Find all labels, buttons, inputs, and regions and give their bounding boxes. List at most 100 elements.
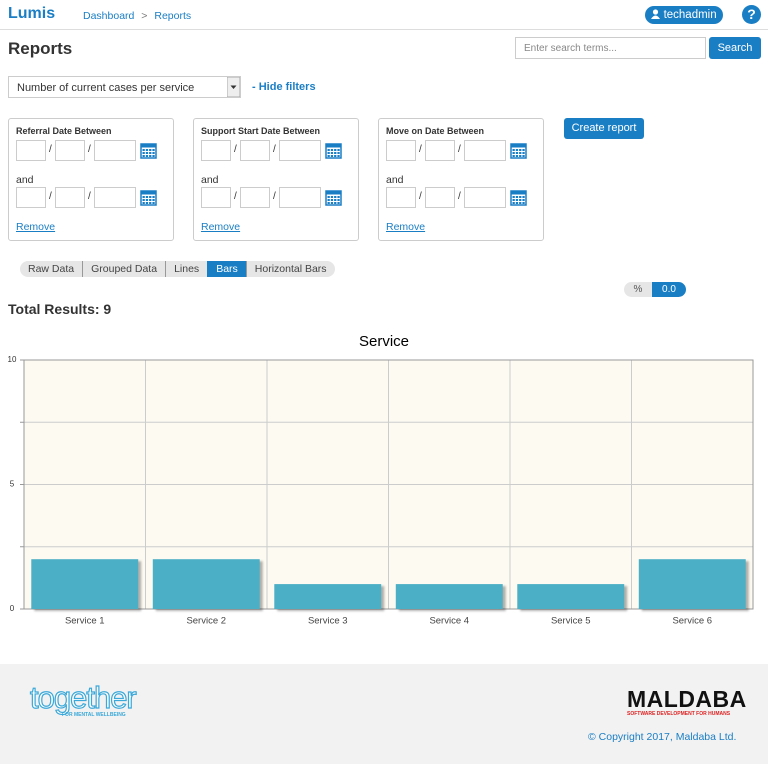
date-input[interactable] [464,187,506,208]
calendar-cell [142,149,145,151]
date-separator: / [49,191,52,202]
filter-box [378,118,544,241]
total-results: Total Results: 9 [8,301,111,317]
calendar-cell [330,202,334,204]
date-input[interactable] [94,140,136,161]
calendar-icon[interactable] [510,142,527,159]
filter-label: Support Start Date Between [201,126,321,136]
calendar-cell [152,149,155,151]
calendar-cell [515,155,519,157]
calendar-cell [327,149,330,151]
date-separator: / [273,144,276,155]
calendar-cell [519,202,522,204]
toggle-percent[interactable]: % [624,282,652,297]
total-results-value: 9 [103,301,112,317]
calendar-cell [337,149,340,151]
create-report-button[interactable]: Create report [564,118,644,139]
calendar-cell [152,199,155,201]
date-input[interactable] [201,187,231,208]
calendar-icon[interactable] [140,142,157,159]
calendar-cell [337,202,340,204]
view-tab[interactable]: Grouped Data [82,261,165,277]
view-tab[interactable]: Raw Data [28,263,75,275]
view-tabs: Raw Data Grouped Data Lines Bars Horizontal … [20,261,335,277]
y-tick-label: 5 [10,480,15,489]
filter-and: and [201,174,219,186]
together-logo: together [29,679,137,715]
date-input[interactable] [16,187,46,208]
calendar-icon[interactable] [510,189,527,206]
calendar-cell [142,155,145,157]
hide-filters[interactable]: - Hide filters [252,81,316,93]
view-tab[interactable]: Horizontal Bars [245,261,335,277]
calendar-cell [515,196,519,198]
toggle: % 0.0 [624,282,686,297]
date-input[interactable] [94,187,136,208]
help-button[interactable]: ? [742,5,761,24]
filter-remove[interactable]: Remove [386,221,426,233]
calendar-cell [145,155,149,157]
date-input[interactable] [240,187,270,208]
breadcrumb-link[interactable]: Dashboard [83,10,135,22]
y-tick-label: 10 [8,355,17,364]
date-separator: / [419,191,422,202]
view-tab[interactable]: Bars [207,261,246,277]
calendar-icon[interactable] [325,142,342,159]
calendar-cell [330,199,334,201]
calendar-cell [149,202,152,204]
calendar-cell [334,196,337,198]
date-input[interactable] [240,140,270,161]
filter-box [8,118,174,241]
bar [31,559,139,609]
date-input[interactable] [425,140,455,161]
date-input[interactable] [386,140,416,161]
date-input[interactable] [201,140,231,161]
user-menu[interactable]: techadmin [645,6,723,24]
toggle-value[interactable]: 0.0 [652,282,686,297]
date-input[interactable] [55,140,85,161]
date-separator: / [88,191,91,202]
report-select-value: Number of current cases per service [17,82,195,94]
calendar-cell [519,155,522,157]
brand[interactable]: Lumis [8,5,56,22]
filter-remove[interactable]: Remove [201,221,241,233]
calendar-cell [522,199,525,201]
view-tab[interactable]: Lines [165,261,207,277]
breadcrumb-separator: > [141,10,148,22]
together-tagline: FOR MENTAL WELLBEING [62,712,126,718]
search-button[interactable]: Search [709,37,761,59]
calendar-cell [142,199,145,201]
report-select[interactable]: Number of current cases per service [8,76,241,98]
date-input[interactable] [425,187,455,208]
breadcrumb-current[interactable]: Reports [154,10,192,22]
calendar-icon[interactable] [140,189,157,206]
calendar-cell [337,196,340,198]
date-separator: / [88,144,91,155]
x-tick-label: Service 6 [672,616,712,627]
maldaba-logo: MALDABA [627,686,747,712]
calendar-cell [337,199,340,201]
search-input[interactable]: Enter search terms... [515,37,706,59]
calendar-cell [515,149,519,151]
calendar-cell [512,196,515,198]
calendar-cell [327,202,330,204]
bar [274,584,382,609]
date-input[interactable] [386,187,416,208]
filter-and: and [16,174,34,186]
calendar-cell [327,152,330,154]
date-input[interactable] [279,187,321,208]
filter-remove[interactable]: Remove [16,221,56,233]
date-separator: / [49,144,52,155]
date-input[interactable] [279,140,321,161]
calendar-top [511,144,526,148]
calendar-cell [512,149,515,151]
calendar-cell [512,202,515,204]
date-separator: / [458,191,461,202]
date-input[interactable] [16,140,46,161]
calendar-cell [515,199,519,201]
calendar-icon[interactable] [325,189,342,206]
date-input[interactable] [464,140,506,161]
date-separator: / [458,144,461,155]
calendar-top [141,191,156,195]
date-input[interactable] [55,187,85,208]
